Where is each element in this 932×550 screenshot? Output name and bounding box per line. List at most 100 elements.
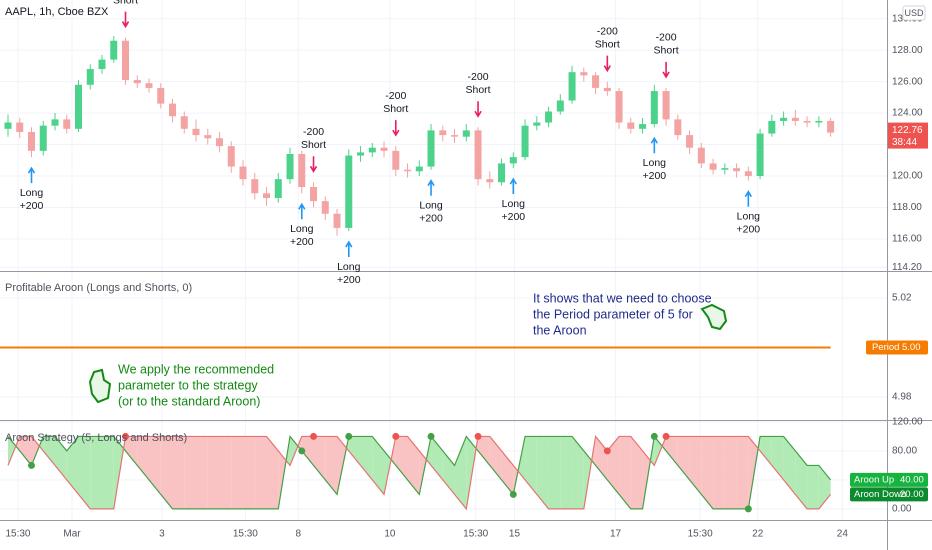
x-tick-label: 17 xyxy=(610,529,622,540)
candle-body xyxy=(157,87,165,104)
legend-name: Aroon Up xyxy=(854,474,894,485)
long-arrow xyxy=(509,177,517,195)
aroon-fill xyxy=(736,436,749,509)
candle-body xyxy=(122,40,130,81)
price-badge xyxy=(888,122,928,149)
long-dot xyxy=(345,432,353,440)
candle-body xyxy=(697,147,705,164)
candle-body xyxy=(568,72,576,101)
aroon-fill xyxy=(478,436,490,466)
long-arrow xyxy=(427,179,435,196)
aroon-fill xyxy=(78,436,91,509)
candle-body xyxy=(580,72,588,76)
signal-label: Short xyxy=(383,103,408,115)
aroon-fill xyxy=(407,436,420,495)
signal-label: -200 xyxy=(656,32,677,44)
y-tick-label: 126.00 xyxy=(892,76,923,87)
signal-label: -200 xyxy=(303,126,324,138)
long-arrow xyxy=(345,240,353,258)
signal-label: +200 xyxy=(737,224,761,236)
y-tick-label: 0.00 xyxy=(892,504,912,515)
aroon-fill xyxy=(619,436,631,509)
candle-body xyxy=(321,201,329,214)
aroon-fill xyxy=(172,436,185,509)
long-dot xyxy=(27,461,35,469)
legend-value: 5.00 xyxy=(902,342,921,353)
candle-body xyxy=(709,163,717,170)
candle-body xyxy=(427,130,435,167)
signal-label: +200 xyxy=(642,170,666,182)
candle-body xyxy=(780,117,788,121)
candle-body xyxy=(662,91,670,120)
aroon-fill xyxy=(66,436,79,495)
short-dot xyxy=(310,432,318,440)
signal-label: +200 xyxy=(337,274,361,286)
signal-label: +200 xyxy=(501,211,525,223)
aroon-line xyxy=(7,435,832,511)
x-tick-label: 22 xyxy=(752,529,764,540)
candle-body xyxy=(615,91,623,123)
legend-value: 20.00 xyxy=(900,489,924,500)
candle-body xyxy=(192,128,200,136)
legend-badge xyxy=(850,472,928,487)
candle-body xyxy=(251,179,259,194)
aroon-fill xyxy=(536,436,549,509)
signal-label: Long xyxy=(419,199,443,211)
candle-body xyxy=(627,122,635,129)
aroon-fill xyxy=(701,436,714,509)
annotation: the Aroon xyxy=(533,323,587,337)
y-tick-label: 124.00 xyxy=(892,108,923,119)
candle-body xyxy=(298,153,306,188)
legend-value: 40.00 xyxy=(900,474,924,485)
aroon-fill xyxy=(666,436,678,466)
candle-body xyxy=(51,119,59,126)
annotation: It shows that we need to choose xyxy=(533,291,712,305)
pane-title: Aroon Strategy (5, Longs and Shorts) xyxy=(5,432,187,444)
signal-label: +200 xyxy=(419,212,443,224)
candle-body xyxy=(498,163,506,183)
candle-body xyxy=(415,166,423,172)
candle-body xyxy=(180,116,188,129)
candle-body xyxy=(39,125,47,151)
candle-body xyxy=(169,103,177,117)
signal-label: Long xyxy=(20,187,44,199)
candle-body xyxy=(286,153,294,180)
signal-label: -200 xyxy=(385,90,406,102)
aroon-fill xyxy=(19,436,32,466)
aroon-fill xyxy=(689,436,702,495)
aroon-line xyxy=(7,435,832,510)
candle-body xyxy=(239,166,247,180)
currency[interactable]: USD xyxy=(904,8,924,18)
candle-body xyxy=(827,120,835,133)
candle-body xyxy=(16,122,24,132)
candle-body xyxy=(310,187,318,202)
candle-body xyxy=(380,147,388,151)
aroon-fill xyxy=(654,436,663,466)
x-tick-label: 3 xyxy=(159,529,165,540)
aroon-fill xyxy=(149,436,161,495)
aroon-fill xyxy=(160,436,173,509)
signal-label: Short xyxy=(113,0,138,6)
signal-label: Long xyxy=(643,157,667,169)
y-tick-label: 5.02 xyxy=(892,293,912,304)
aroon-fill xyxy=(90,436,103,509)
signal-label: Short xyxy=(595,38,620,50)
short-dot xyxy=(474,432,482,440)
aroon-fill xyxy=(713,436,725,509)
short-arrow xyxy=(662,61,670,79)
aroon-fill xyxy=(807,465,819,509)
short-arrow xyxy=(121,11,130,29)
aroon-fill xyxy=(548,436,561,509)
y-tick-label: 4.98 xyxy=(892,392,912,403)
currency-box[interactable] xyxy=(902,5,926,21)
candle-body xyxy=(768,120,776,134)
x-tick-label: 15:30 xyxy=(233,529,258,540)
aroon-fill xyxy=(454,436,467,509)
long-dot xyxy=(298,447,306,455)
aroon-fill xyxy=(301,436,314,466)
candle-body xyxy=(521,125,529,158)
candle-body xyxy=(791,117,799,121)
annotation: parameter to the strategy xyxy=(118,378,258,392)
aroon-fill xyxy=(783,436,796,495)
candle-body xyxy=(74,84,82,129)
